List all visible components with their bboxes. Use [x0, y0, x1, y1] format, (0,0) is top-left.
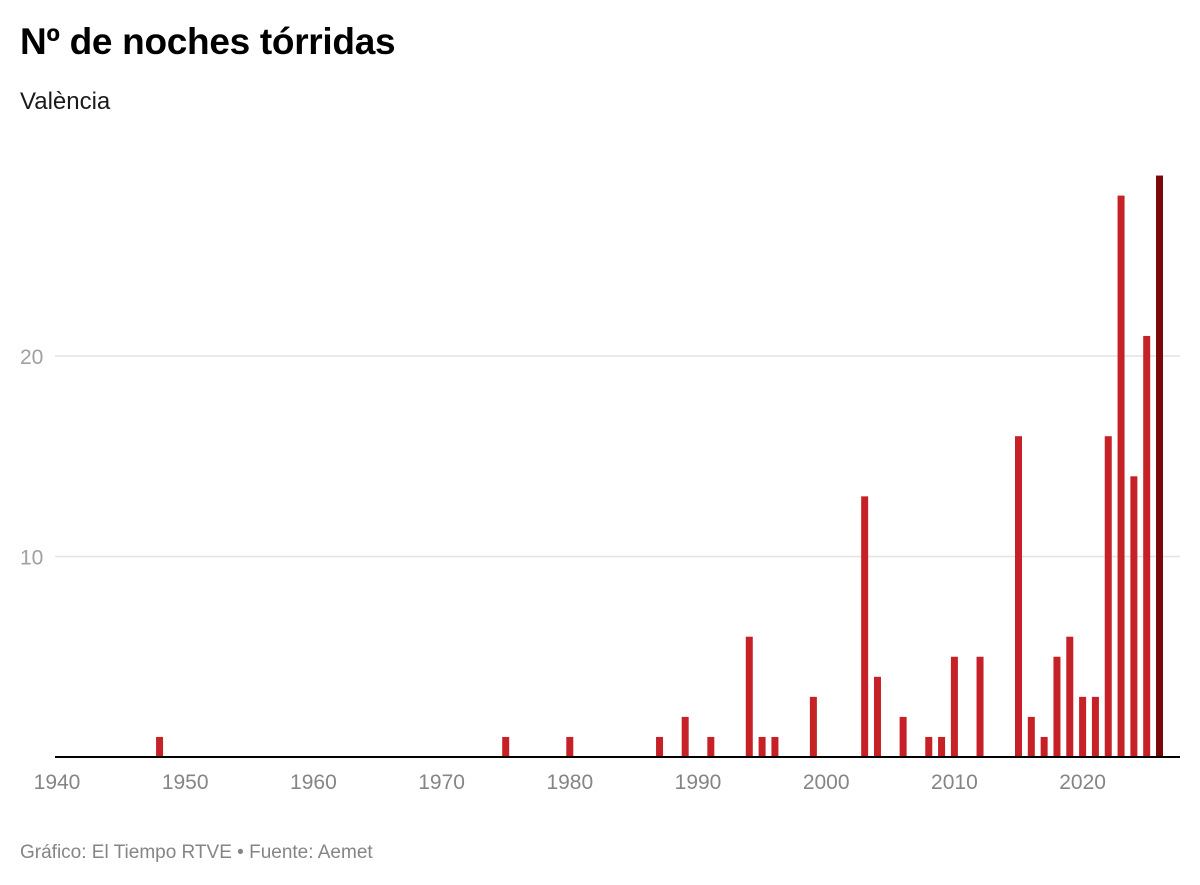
bar-2026	[1156, 175, 1164, 758]
bar-1996	[771, 736, 779, 757]
chart-subtitle: València	[20, 88, 111, 115]
bar-2003	[861, 496, 869, 757]
bar-1987	[656, 736, 664, 757]
chart-title: Nº de noches tórridas	[20, 21, 396, 62]
bar-2019	[1066, 636, 1074, 757]
y-tick-label: 20	[20, 346, 43, 369]
x-tick-label: 1980	[546, 771, 593, 794]
x-tick-label: 2000	[803, 771, 850, 794]
bar-1980	[566, 736, 574, 757]
bar-2025	[1143, 335, 1151, 757]
source-credit: Gráfico: El Tiempo RTVE • Fuente: Aemet	[20, 842, 373, 863]
bar-2024	[1130, 476, 1138, 757]
bar-2006	[899, 716, 907, 757]
bar-2020	[1079, 696, 1087, 757]
bar-2009	[938, 736, 946, 757]
bar-2012	[976, 656, 984, 757]
bar-1989	[681, 716, 689, 757]
bar-2018	[1053, 656, 1061, 757]
x-tick-label: 2010	[931, 771, 978, 794]
x-tick-label: 2020	[1059, 771, 1106, 794]
bar-1999	[809, 696, 817, 757]
x-tick-label: 1970	[418, 771, 465, 794]
bar-1975	[502, 736, 510, 757]
bar-1991	[707, 736, 715, 757]
x-tick-label: 1950	[162, 771, 209, 794]
bar-2010	[950, 656, 958, 757]
grid-lines	[55, 355, 1180, 558]
bar-2021	[1091, 696, 1099, 757]
x-tick-label: 1940	[34, 771, 81, 794]
bar-2004	[873, 676, 881, 757]
bar-1995	[758, 736, 766, 757]
bar-2022	[1104, 436, 1112, 757]
bar-2023	[1117, 195, 1125, 758]
bar-1948	[156, 736, 164, 757]
x-tick-label: 1960	[290, 771, 337, 794]
bar-2008	[925, 736, 933, 757]
bar-2016	[1027, 716, 1035, 757]
bar-2017	[1040, 736, 1048, 757]
y-tick-label: 10	[20, 547, 43, 570]
x-tick-label: 1990	[675, 771, 722, 794]
bar-1994	[745, 636, 753, 757]
tick-labels: 10 20 1940 1950 1960 1970 1980 1990 2000 2010 2020	[20, 346, 1106, 794]
bar-2015	[1015, 436, 1022, 757]
bars	[156, 175, 1164, 758]
